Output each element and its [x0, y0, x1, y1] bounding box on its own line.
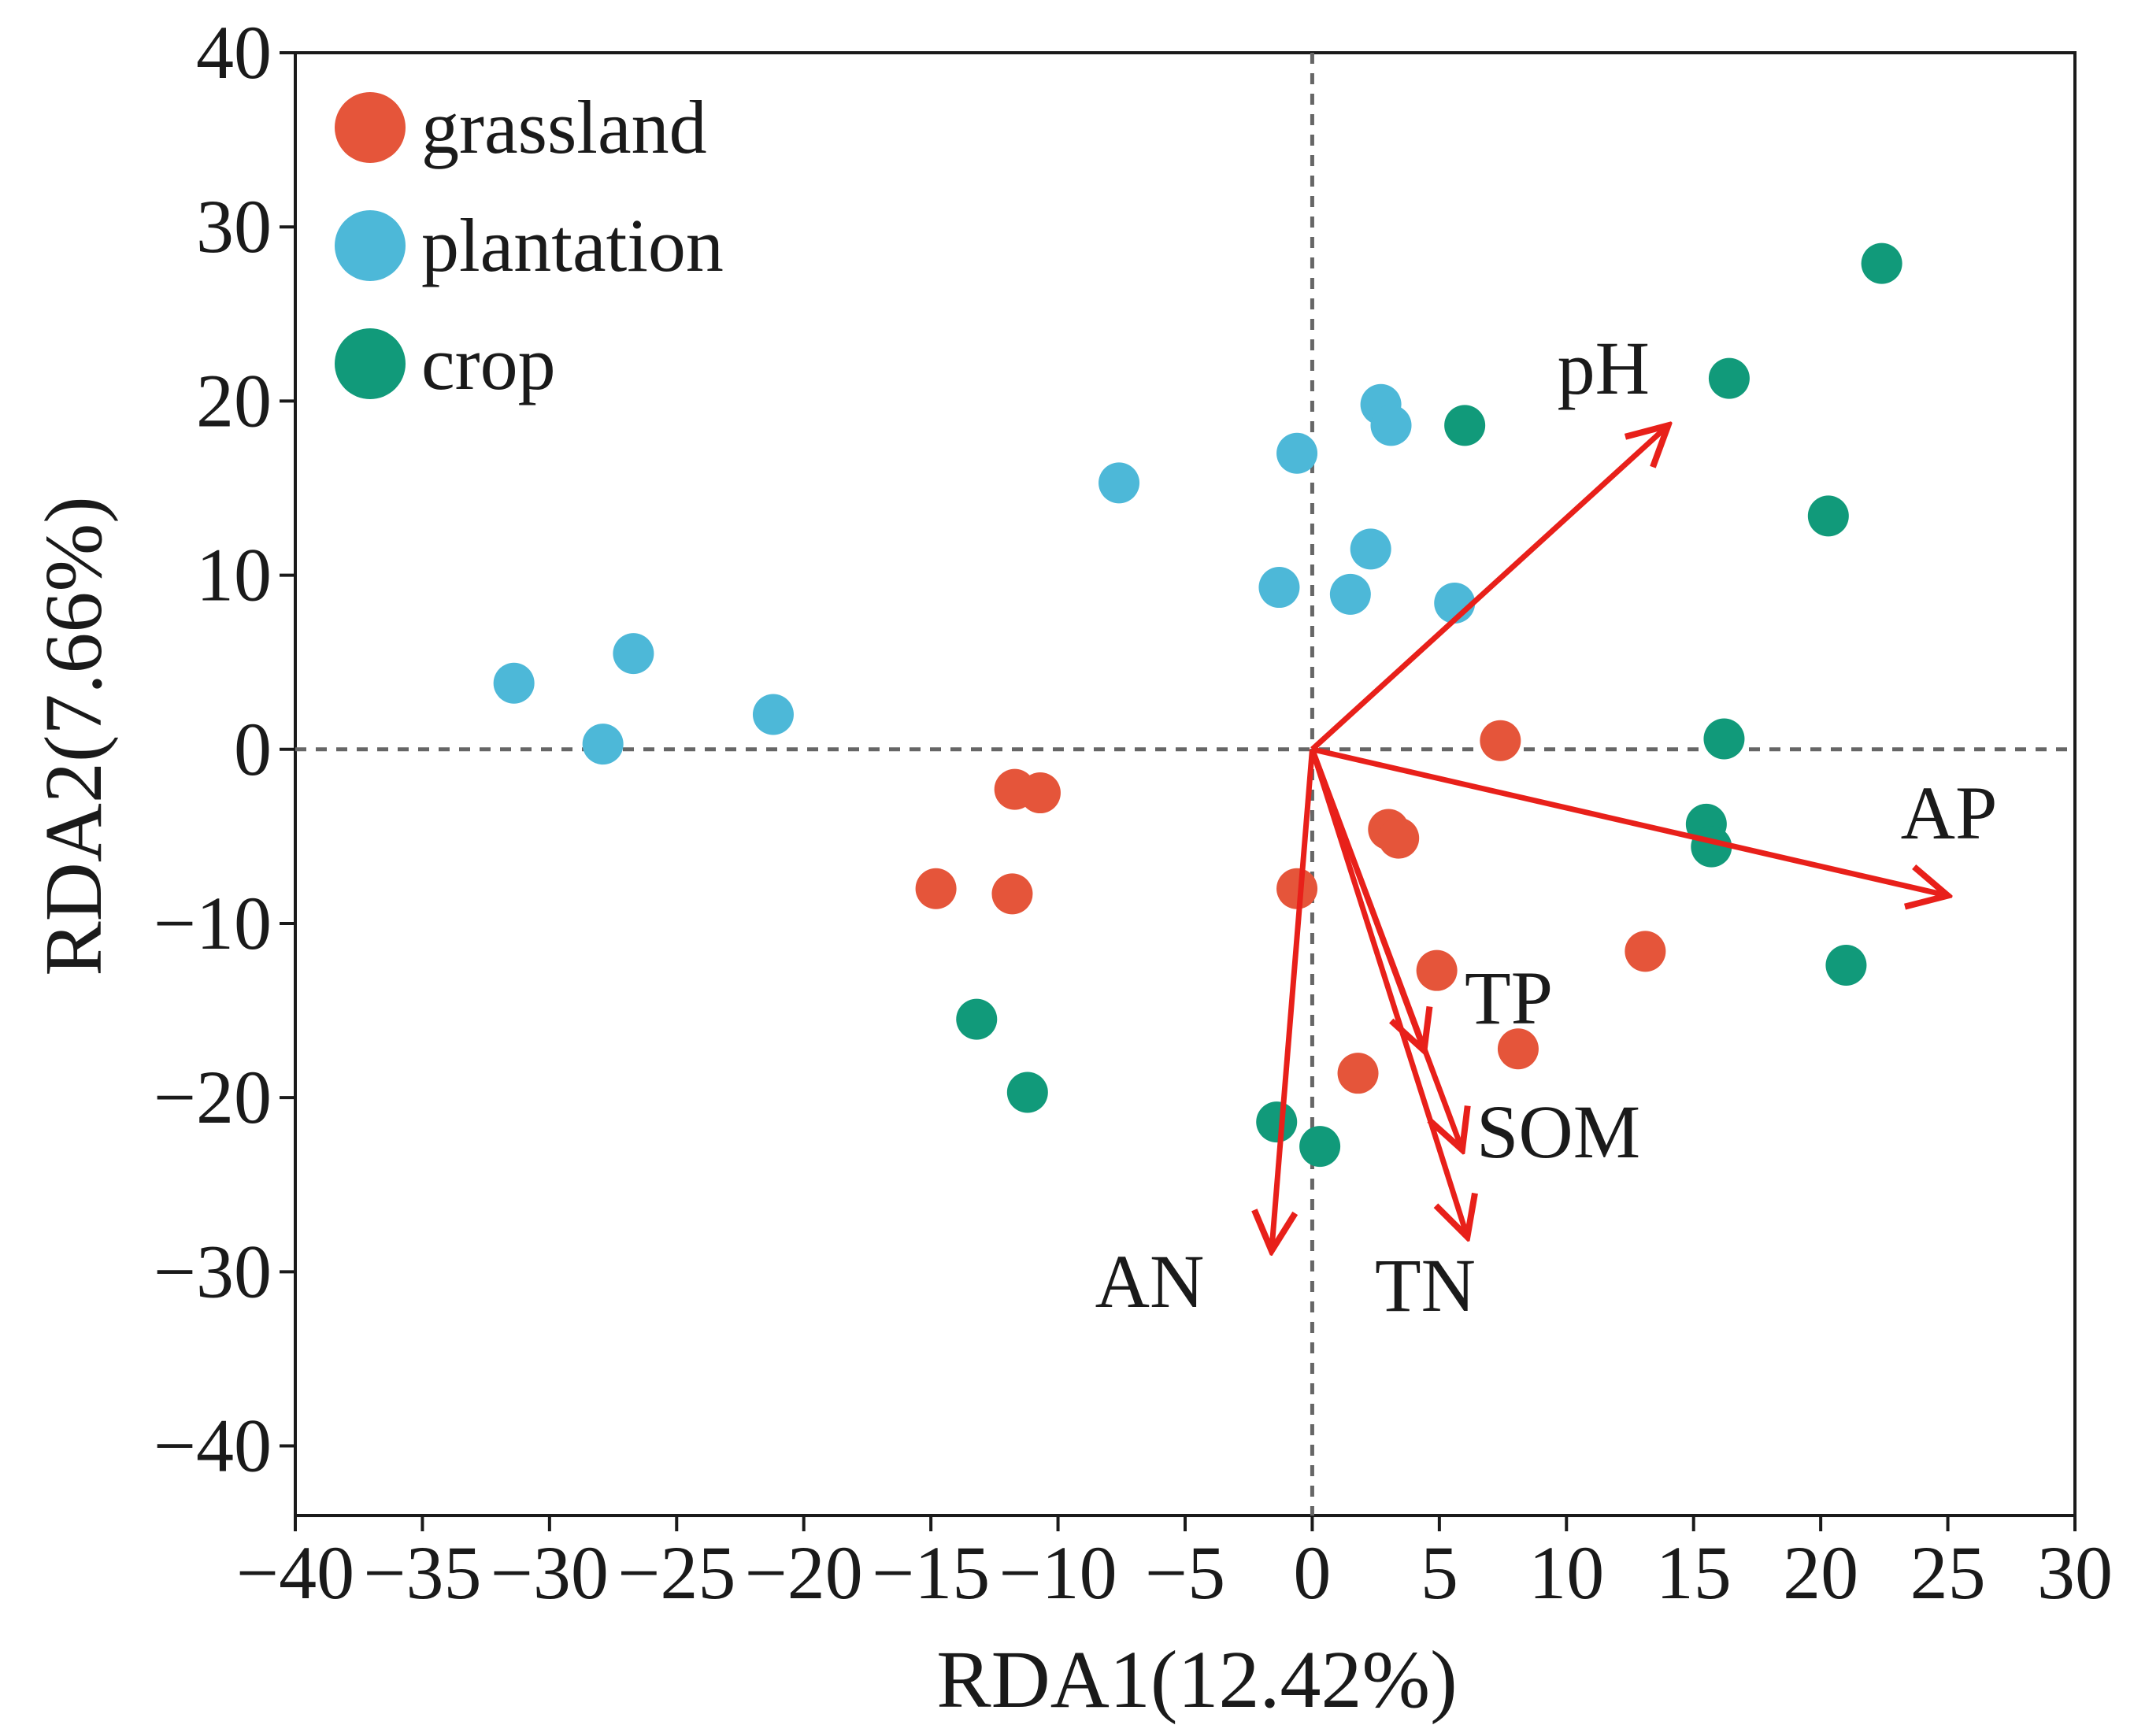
grassland-point — [1625, 931, 1666, 972]
crop-point — [1006, 1072, 1048, 1113]
crop-point — [1703, 718, 1745, 760]
legend-label-crop: crop — [421, 321, 556, 405]
grassland-point — [1337, 1053, 1379, 1094]
x-tick-label: −5 — [1145, 1531, 1225, 1615]
x-tick-label: −15 — [872, 1531, 990, 1615]
vector-ap-arrow — [1311, 746, 1947, 896]
plantation-point — [1329, 573, 1371, 615]
legend-marker-crop — [335, 328, 406, 399]
x-tick-label: −25 — [617, 1531, 735, 1615]
vector-tn-label: TN — [1375, 1243, 1476, 1327]
plantation-point — [1370, 405, 1412, 446]
vector-tn-arrow — [1310, 748, 1467, 1237]
plantation-point — [1350, 528, 1391, 570]
vector-an-arrow — [1272, 749, 1315, 1251]
vector-ph-arrow — [1310, 425, 1668, 752]
vector-an-label: AN — [1095, 1239, 1205, 1323]
legend-marker-grassland — [335, 92, 406, 163]
crop-point — [1444, 405, 1486, 446]
crop-point — [956, 998, 998, 1040]
vector-tp-label: TP — [1465, 956, 1553, 1040]
y-tick-label: 10 — [196, 533, 272, 617]
x-tick-label: −20 — [745, 1531, 863, 1615]
x-tick-label: 25 — [1910, 1531, 1986, 1615]
x-tick-label: 30 — [2037, 1531, 2113, 1615]
plantation-point — [613, 633, 654, 675]
grassland-point — [1480, 720, 1521, 761]
x-tick-label: 20 — [1783, 1531, 1858, 1615]
x-tick-label: 15 — [1656, 1531, 1732, 1615]
x-tick-label: 10 — [1528, 1531, 1604, 1615]
y-tick-label: −10 — [154, 881, 272, 965]
crop-point — [1807, 495, 1849, 537]
plantation-point — [752, 694, 794, 735]
x-tick-label: −30 — [491, 1531, 609, 1615]
x-tick-label: −40 — [236, 1531, 354, 1615]
crop-point — [1708, 357, 1750, 399]
y-tick-label: 40 — [196, 10, 272, 94]
y-tick-label: −30 — [154, 1229, 272, 1313]
y-tick-label: 30 — [196, 184, 272, 268]
vector-som-label: SOM — [1476, 1090, 1640, 1174]
legend-marker-plantation — [335, 210, 406, 281]
grassland-point — [991, 873, 1033, 915]
legend-label-grassland: grassland — [421, 85, 707, 169]
plantation-point — [1098, 462, 1140, 504]
crop-point — [1299, 1126, 1341, 1168]
vector-ap-label: AP — [1901, 771, 1998, 855]
y-tick-label: −20 — [154, 1055, 272, 1139]
x-tick-label: 5 — [1421, 1531, 1458, 1615]
crop-point — [1861, 242, 1902, 284]
y-tick-label: 0 — [234, 707, 272, 791]
x-tick-label: 0 — [1293, 1531, 1331, 1615]
x-axis-label: RDA1(12.42%) — [936, 1634, 1457, 1725]
vector-ph-label: pH — [1558, 326, 1650, 410]
axis-ticks: −40 −35 −30 −25 −20 −15 −10 −5 0 5 10 15 20 25 30−40−3… — [154, 10, 2113, 1615]
data-points — [493, 242, 1902, 1168]
legend-label-plantation: plantation — [421, 203, 724, 287]
plantation-point — [1258, 567, 1300, 609]
grassland-point — [1378, 817, 1420, 859]
y-tick-label: −40 — [154, 1404, 272, 1488]
plantation-point — [1276, 432, 1318, 474]
y-tick-label: 20 — [196, 358, 272, 442]
grassland-point — [1019, 772, 1061, 814]
grassland-point — [915, 868, 957, 909]
grassland-point — [1497, 1028, 1539, 1070]
crop-point — [1256, 1101, 1298, 1143]
x-tick-label: −35 — [363, 1531, 481, 1615]
vector-som-arrow — [1310, 748, 1462, 1150]
crop-point — [1825, 945, 1867, 986]
x-tick-label: −10 — [999, 1531, 1117, 1615]
legend: grassland plantation crop — [335, 85, 724, 405]
grassland-point — [1276, 868, 1318, 909]
plantation-point — [582, 724, 624, 765]
grassland-point — [1416, 949, 1458, 991]
plantation-point — [493, 662, 535, 704]
y-axis-label: RDA2(7.66%) — [28, 496, 119, 975]
